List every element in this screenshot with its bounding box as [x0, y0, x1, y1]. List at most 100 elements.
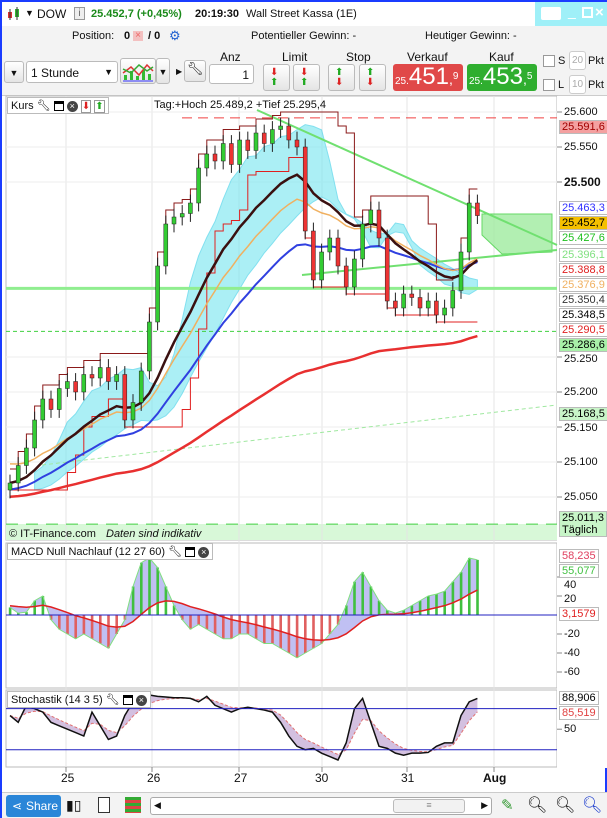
buy-price-decimal: 5 [526, 71, 533, 82]
date-label: Aug [483, 771, 507, 785]
chart-scrollbar[interactable]: ◀ ≡ ▶ [150, 797, 492, 815]
interval-select[interactable]: 1 Stunde ▼ [26, 61, 118, 83]
scroll-left-icon[interactable]: ◀ [154, 800, 161, 810]
share-button[interactable]: ⋖ Share [6, 795, 61, 817]
buy-button[interactable]: 25.453,5 [467, 64, 537, 91]
list-icon[interactable] [98, 797, 110, 813]
interval-value: 1 Stunde [31, 66, 80, 80]
scrollbar-thumb[interactable]: ≡ [393, 799, 465, 813]
macd-tick: -20 [564, 627, 580, 640]
macd-bar [99, 615, 102, 644]
candle [270, 129, 275, 144]
window-icon[interactable] [185, 547, 196, 558]
stop-points-input[interactable]: 20 [569, 51, 586, 70]
stoch-tick: 50 [564, 722, 577, 735]
potential-gain: Potentieller Gewinn: - [251, 30, 357, 42]
stop-checkbox[interactable] [543, 55, 555, 67]
info-icon[interactable]: i [74, 7, 85, 20]
zoom-in-icon[interactable]: 🔍︎ [582, 797, 603, 814]
candle [220, 143, 226, 162]
chart-type-icon[interactable]: ▮▯ [66, 797, 82, 813]
macd-bar [369, 586, 373, 615]
price-tick: 25.050 [564, 490, 598, 503]
macd-tick: 40 [564, 579, 577, 592]
macd-bar [205, 615, 209, 630]
buy-price-prefix: 25. [469, 76, 483, 87]
zoom-out-icon[interactable]: 🔍︎ [555, 797, 576, 814]
sell-button[interactable]: 25.451,9 [393, 64, 463, 91]
macd-bar [148, 558, 151, 615]
limit-sell-button[interactable]: ⬇ ⬆ [293, 64, 320, 91]
macd-signal-line [9, 589, 478, 642]
trendline [41, 404, 558, 466]
macd-bar [353, 581, 356, 615]
wrench-button[interactable]: 🔧︎ [184, 60, 206, 82]
symbol-label[interactable]: DOW [37, 7, 67, 21]
arrow-down-icon[interactable]: ⬇ [80, 100, 92, 113]
gear-icon[interactable]: ⚙ [169, 28, 181, 43]
price-label: 25.388,8 [559, 262, 607, 277]
wrench-icon[interactable]: 🔧︎ [36, 100, 51, 112]
buy-price-main: 453 [482, 64, 523, 90]
wrench-icon[interactable]: 🔧︎ [105, 694, 120, 706]
candle [179, 213, 185, 218]
close-icon[interactable]: × [595, 4, 604, 21]
candle [245, 139, 251, 151]
candle [352, 258, 357, 288]
macd-bar [377, 600, 381, 615]
limit-points-input[interactable]: 10 [569, 75, 586, 94]
candle [442, 307, 447, 316]
indicators-button[interactable] [120, 58, 156, 84]
price-tick: 25.150 [564, 422, 598, 435]
minimize-icon[interactable]: _ [568, 3, 576, 19]
window-icon[interactable] [53, 101, 64, 112]
scroll-right-icon[interactable]: ▶ [481, 800, 488, 810]
arrow-up-icon[interactable]: ⬆ [94, 100, 105, 113]
expand-arrow-icon[interactable]: ▶ [176, 67, 183, 76]
candle [409, 293, 415, 298]
order-book-icon[interactable] [125, 797, 141, 813]
keyboard-icon[interactable] [541, 7, 561, 20]
quantity-input[interactable]: 1 [209, 64, 254, 84]
macd-bar [304, 615, 307, 653]
maximize-icon[interactable] [582, 7, 593, 18]
chart-canvas[interactable] [2, 0, 607, 792]
zoom-fit-icon[interactable]: 🔍︎ [527, 797, 548, 814]
dropdown-button[interactable]: ▼ [4, 61, 24, 83]
close-position-icon[interactable]: × [133, 31, 143, 41]
macd-tick: -60 [564, 665, 580, 678]
close-icon[interactable]: × [66, 100, 78, 112]
limit-buy-button[interactable]: ⬇ ⬆ [263, 64, 290, 91]
indicators-dropdown[interactable]: ▼ [156, 58, 170, 84]
date-label: 27 [234, 771, 248, 785]
candle [393, 300, 398, 309]
day-high-low-info: Tag:+Hoch 25.489,2 +Tief 25.295,4 [154, 99, 327, 111]
price-label: 25.286,6 [559, 337, 607, 352]
sell-price-sep: , [448, 71, 453, 87]
candle [294, 139, 300, 148]
candle [171, 216, 177, 225]
date-label: 31 [401, 771, 415, 785]
window-icon[interactable] [122, 695, 133, 706]
macd-bar [443, 591, 446, 615]
stop-buy-button[interactable]: ⬆ ⬇ [328, 64, 355, 91]
candle [212, 153, 218, 162]
candle [458, 251, 464, 291]
stop-sell-button[interactable]: ⬆ ⬇ [359, 64, 386, 91]
macd-bar [320, 615, 323, 644]
candlestick-icon[interactable] [7, 7, 21, 21]
candle [130, 402, 136, 421]
close-icon[interactable]: × [135, 694, 147, 706]
limit-checkbox[interactable] [543, 79, 555, 91]
candle [122, 374, 128, 421]
stoch-d-line [9, 697, 478, 756]
draw-tool-icon[interactable]: ✎ [501, 797, 514, 814]
chevron-down-icon[interactable]: ▼ [25, 8, 34, 18]
macd-bar [336, 615, 340, 625]
macd-bar [476, 559, 479, 615]
wrench-icon[interactable]: 🔧︎ [168, 546, 183, 558]
close-icon[interactable]: × [198, 546, 210, 558]
candle [425, 300, 431, 309]
macd-bar [410, 605, 414, 615]
chevron-down-icon: ▼ [104, 67, 113, 77]
